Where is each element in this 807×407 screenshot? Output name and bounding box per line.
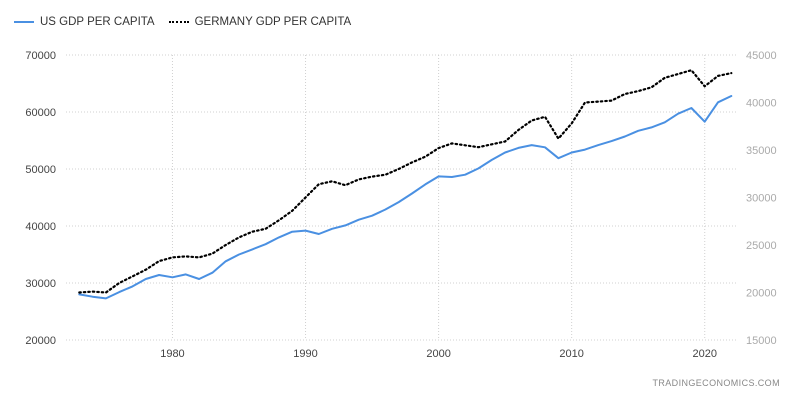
x-axis-labels: 1980 1990 2000 2010 2020 [160,348,717,360]
y-left-tick-30000: 30000 [25,278,56,290]
x-tick-2000: 2000 [426,348,450,360]
source-label: TRADINGECONOMICS.COM [652,378,780,388]
y-axis-right-labels: 15000 20000 25000 30000 35000 40000 45000 [746,50,777,347]
y-right-tick-15000: 15000 [746,335,777,347]
gridlines [66,54,738,341]
legend-item-germany[interactable]: GERMANY GDP PER CAPITA [168,16,352,28]
y-left-tick-50000: 50000 [25,164,56,176]
x-tick-1990: 1990 [293,348,317,360]
y-right-tick-35000: 35000 [746,145,777,157]
y-left-tick-60000: 60000 [25,107,56,119]
y-right-tick-25000: 25000 [746,240,777,252]
y-right-tick-40000: 40000 [746,98,777,110]
legend-swatch-germany [168,21,189,23]
legend: US GDP PER CAPITA GERMANY GDP PER CAPITA [14,16,351,28]
x-tick-2020: 2020 [692,348,716,360]
y-axis-left-labels: 20000 30000 40000 50000 60000 70000 [25,50,56,347]
series-line-germany [78,69,733,294]
legend-swatch-us [14,21,34,23]
legend-label-germany: GERMANY GDP PER CAPITA [194,16,352,28]
y-left-tick-70000: 70000 [25,50,56,62]
y-right-tick-45000: 45000 [746,50,777,62]
series-line-us [78,95,733,300]
legend-label-us: US GDP PER CAPITA [40,16,155,28]
y-right-tick-30000: 30000 [746,193,777,205]
y-left-tick-40000: 40000 [25,221,56,233]
y-left-tick-20000: 20000 [25,335,56,347]
y-right-tick-20000: 20000 [746,288,777,300]
x-tick-1980: 1980 [160,348,184,360]
series-lines [78,69,733,300]
x-tick-2010: 2010 [559,348,583,360]
legend-item-us[interactable]: US GDP PER CAPITA [14,16,155,28]
